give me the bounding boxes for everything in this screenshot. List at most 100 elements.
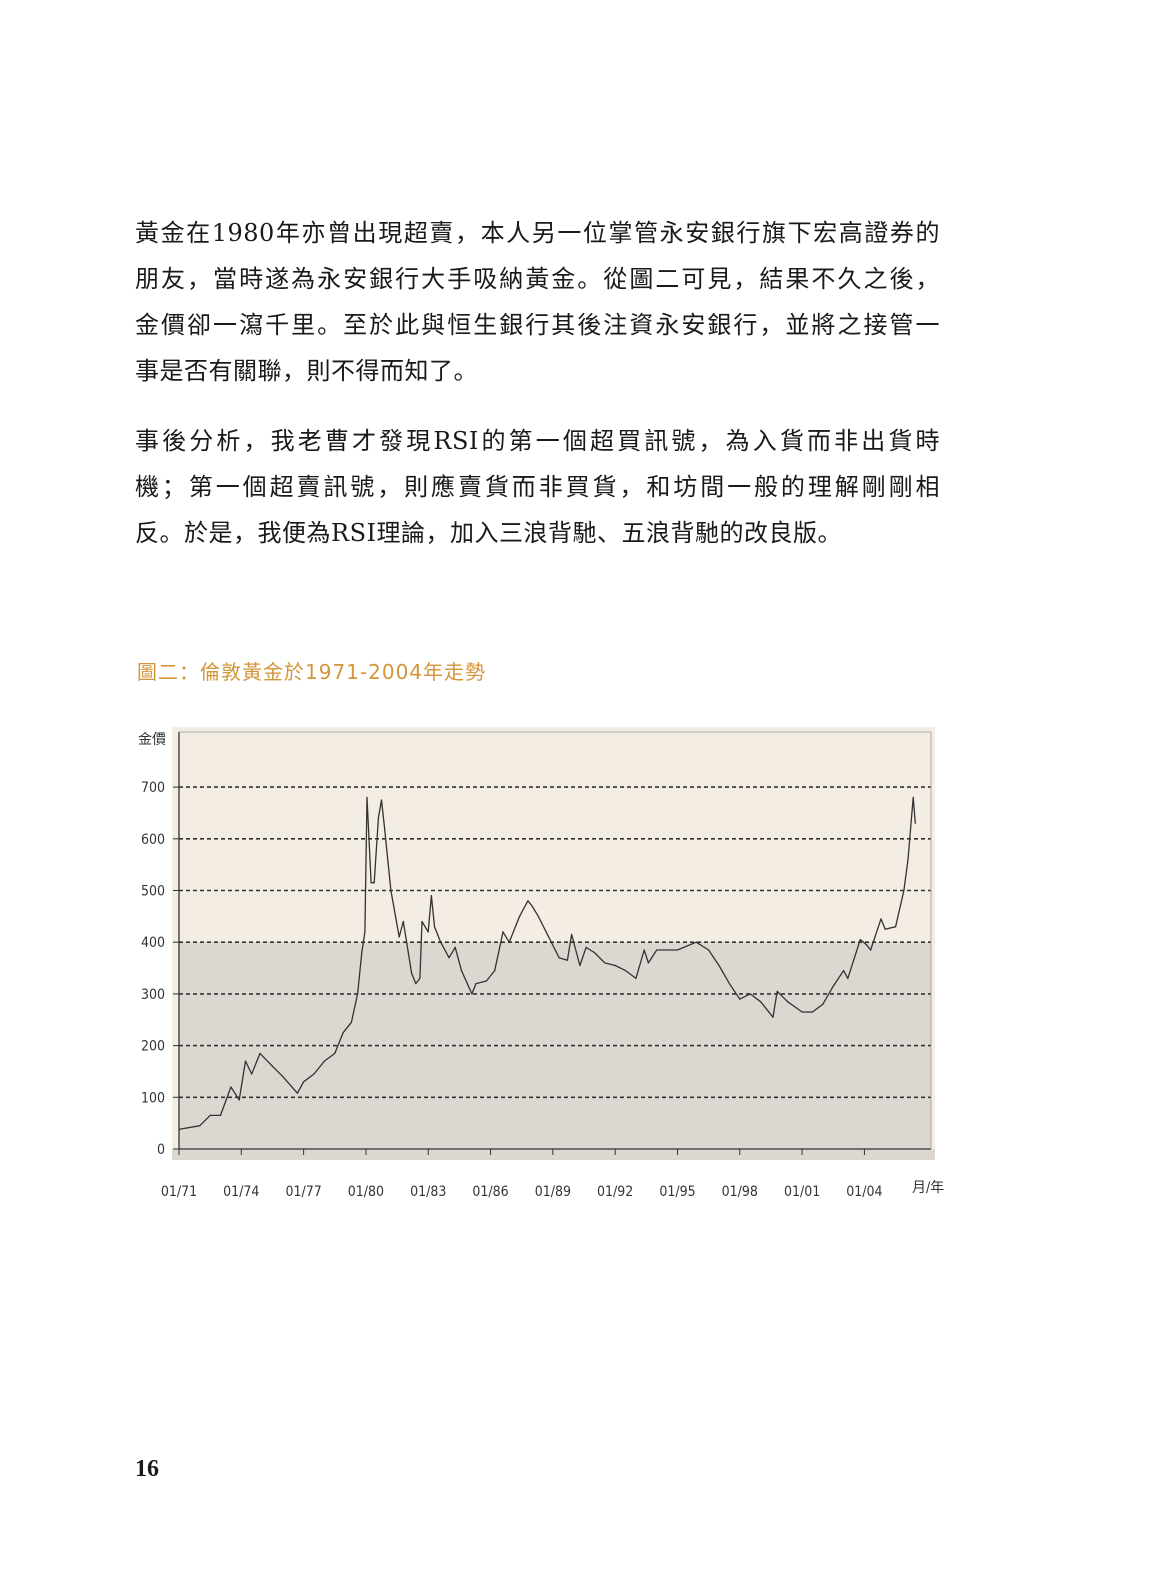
data-point (415, 982, 417, 985)
data-point (847, 977, 849, 979)
y-tick-label: 0 (157, 1142, 165, 1158)
data-point (531, 905, 533, 907)
data-point (350, 1021, 352, 1023)
x-tick-label: 01/83 (410, 1184, 446, 1200)
y-tick-label: 400 (141, 935, 165, 951)
data-point (411, 972, 413, 974)
data-point (914, 822, 916, 824)
x-tick-label: 01/98 (722, 1184, 758, 1200)
axes (173, 731, 932, 1155)
x-tick-label: 01/80 (348, 1184, 384, 1200)
data-point (624, 970, 627, 972)
data-point (433, 926, 436, 928)
data-point (384, 827, 386, 830)
x-tick-label: 01/89 (535, 1184, 571, 1200)
data-point (614, 964, 616, 967)
x-tick-label: 01/74 (223, 1184, 259, 1200)
data-point (419, 977, 421, 979)
data-point (313, 1073, 315, 1075)
data-point (772, 1016, 774, 1018)
data-point (708, 949, 710, 951)
data-point (865, 944, 868, 946)
data-point (870, 949, 872, 951)
data-point (259, 1052, 261, 1054)
y-tick-label: 100 (141, 1090, 165, 1106)
data-point (251, 1073, 253, 1075)
data-point (822, 1003, 824, 1005)
data-point (342, 1032, 344, 1034)
data-point (566, 959, 568, 961)
data-point (502, 931, 504, 933)
data-point (323, 1060, 325, 1062)
data-point (282, 1076, 284, 1078)
x-tick-label: 01/92 (597, 1184, 633, 1200)
data-point (537, 915, 539, 917)
x-tick-label: 01/71 (161, 1184, 197, 1200)
data-point (402, 920, 404, 923)
data-point (656, 949, 658, 951)
data-point (527, 900, 529, 902)
data-point (471, 993, 473, 995)
text-line: 反。於是，我便為RSI理論，加入三浪背馳、五浪背馳的改良版。 (135, 519, 842, 547)
data-point (454, 946, 456, 948)
data-point (843, 970, 845, 972)
data-point (912, 796, 914, 799)
x-tick-label: 01/86 (472, 1184, 508, 1200)
plot-area-bottom (172, 1149, 935, 1160)
data-point (585, 946, 587, 948)
data-point (811, 1011, 814, 1013)
data-point (380, 799, 383, 801)
data-point (244, 1060, 247, 1062)
data-point (364, 931, 366, 933)
data-point (370, 882, 372, 884)
data-point (880, 918, 882, 920)
data-point (271, 1065, 274, 1067)
plot-background (172, 727, 935, 1160)
gridlines (179, 786, 931, 1099)
data-point (357, 993, 359, 995)
data-point (230, 1086, 232, 1088)
y-tick-label: 500 (141, 884, 165, 900)
data-point (635, 977, 637, 979)
data-point (579, 964, 581, 967)
data-point (368, 838, 370, 840)
text-line: 事是否有關聯，則不得而知了。 (135, 357, 478, 385)
data-point (377, 817, 379, 819)
text-line: 金價卻一瀉千里。至於此與恒生銀行其後注資永安銀行，並將之接管一 (135, 311, 940, 339)
data-point (334, 1052, 336, 1054)
data-point (776, 990, 778, 992)
data-point (647, 962, 650, 964)
data-point (430, 895, 432, 897)
data-point (398, 936, 400, 938)
x-tick-label: 01/01 (784, 1184, 820, 1200)
data-point (440, 941, 442, 943)
data-point (903, 889, 905, 892)
data-point (548, 936, 550, 938)
data-point (643, 949, 645, 951)
y-axis-label: 金價 (138, 731, 166, 748)
data-point (427, 931, 429, 933)
figure-title: 圖二：倫敦黃金於1971-2004年走勢 (137, 660, 487, 684)
paragraph-1: 黃金在1980年亦曾出現超賣，本人另一位掌管永安銀行旗下宏高證券的 朋友，當時遂… (135, 210, 940, 394)
data-point (219, 1114, 222, 1116)
data-point (749, 993, 751, 995)
y-tick-label: 600 (141, 832, 165, 848)
y-tick-label: 700 (141, 780, 165, 796)
data-point (695, 941, 697, 943)
data-point (209, 1114, 211, 1116)
data-point (494, 970, 496, 972)
text-line: 事後分析，我老曹才發現RSI的第一個超買訊號，為入貨而非出貨時 (135, 427, 940, 455)
data-point (485, 980, 487, 982)
data-point (739, 998, 741, 1000)
x-tick-label: 01/04 (846, 1184, 882, 1200)
data-point (801, 1011, 803, 1013)
data-point (475, 982, 477, 985)
data-point (460, 970, 463, 972)
data-point (366, 796, 368, 799)
data-point (759, 1001, 762, 1003)
data-point (718, 964, 720, 967)
data-point (570, 933, 573, 936)
data-point (390, 889, 392, 892)
data-points (178, 796, 916, 1130)
